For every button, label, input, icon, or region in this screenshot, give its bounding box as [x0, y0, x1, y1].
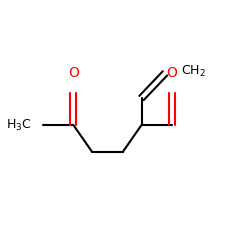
Text: O: O	[166, 66, 177, 80]
Text: H$_3$C: H$_3$C	[6, 118, 31, 132]
Text: CH$_2$: CH$_2$	[182, 64, 206, 78]
Text: O: O	[68, 66, 79, 80]
